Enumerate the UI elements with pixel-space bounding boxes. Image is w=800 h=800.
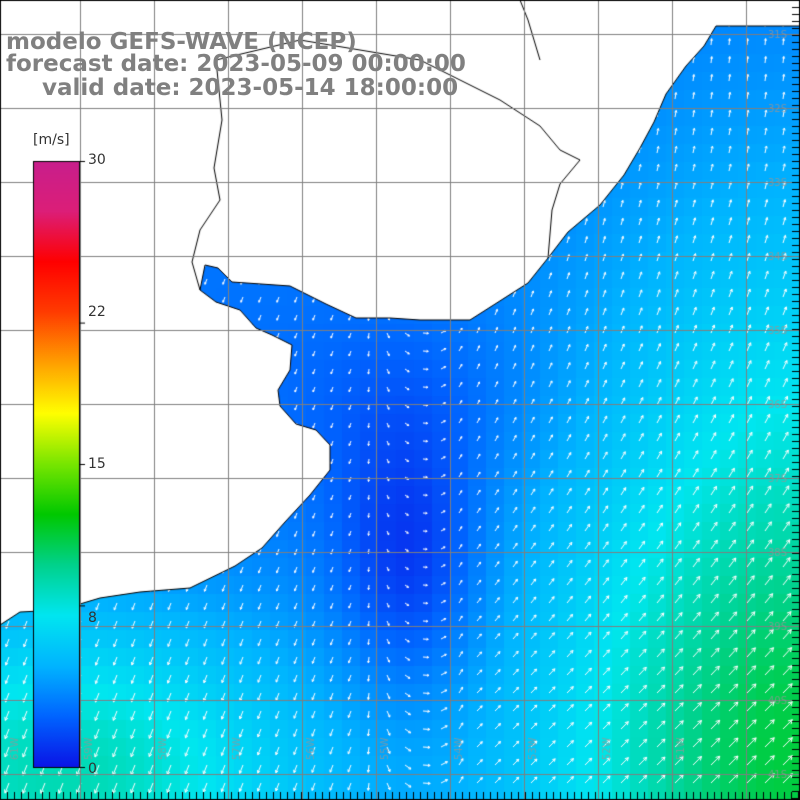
- model-title: modelo GEFS-WAVE (NCEP): [6, 29, 357, 55]
- colorbar-tick-8: 8: [88, 610, 97, 626]
- colorbar-tick-15: 15: [88, 456, 106, 472]
- valid-date: valid date: 2023-05-14 18:00:00: [42, 75, 459, 101]
- colorbar-tick-30: 30: [88, 152, 106, 168]
- forecast-date: forecast date: 2023-05-09 00:00:00: [6, 51, 466, 77]
- colorbar-tick-22: 22: [88, 304, 106, 320]
- colorbar-tick-0: 0: [88, 761, 97, 777]
- colorbar-unit: [m/s]: [33, 132, 70, 148]
